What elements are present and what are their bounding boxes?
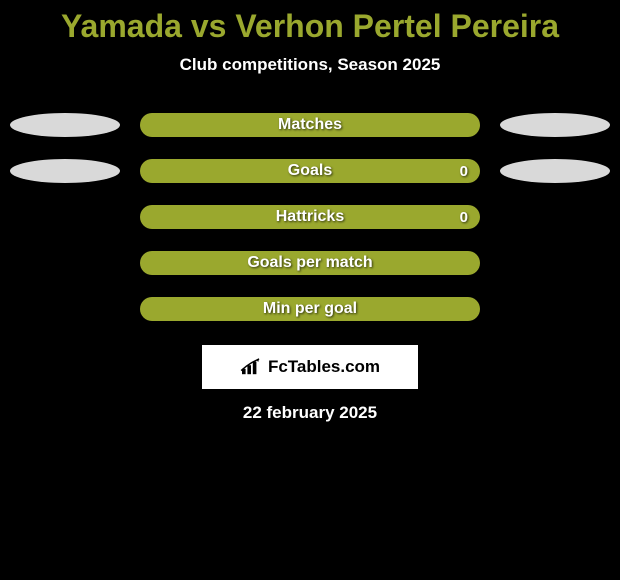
stat-label: Matches: [278, 116, 342, 134]
left-ellipse: [10, 159, 120, 183]
right-ellipse-spacer: [500, 205, 610, 229]
stat-row-hattricks: Hattricks 0: [0, 205, 620, 229]
stat-bar-min-per-goal: Min per goal: [140, 297, 480, 321]
stat-row-goals-per-match: Goals per match: [0, 251, 620, 275]
infographic-container: Yamada vs Verhon Pertel Pereira Club com…: [0, 0, 620, 423]
stat-label: Goals per match: [247, 254, 372, 272]
stat-bar-goals: Goals 0: [140, 159, 480, 183]
stat-label: Min per goal: [263, 300, 357, 318]
stat-value-right: 0: [460, 163, 468, 180]
logo-text: FcTables.com: [268, 357, 380, 377]
left-ellipse: [10, 113, 120, 137]
left-ellipse-spacer: [10, 205, 120, 229]
stat-label: Hattricks: [276, 208, 344, 226]
stat-bar-hattricks: Hattricks 0: [140, 205, 480, 229]
page-title: Yamada vs Verhon Pertel Pereira: [61, 8, 559, 45]
stat-bar-goals-per-match: Goals per match: [140, 251, 480, 275]
bar-chart-icon: [240, 358, 262, 376]
right-ellipse-spacer: [500, 297, 610, 321]
stat-row-min-per-goal: Min per goal: [0, 297, 620, 321]
right-ellipse: [500, 113, 610, 137]
left-ellipse-spacer: [10, 251, 120, 275]
date-text: 22 february 2025: [243, 403, 377, 423]
left-ellipse-spacer: [10, 297, 120, 321]
right-ellipse: [500, 159, 610, 183]
stat-row-goals: Goals 0: [0, 159, 620, 183]
stat-label: Goals: [288, 162, 332, 180]
stat-bar-matches: Matches: [140, 113, 480, 137]
right-ellipse-spacer: [500, 251, 610, 275]
subtitle: Club competitions, Season 2025: [180, 55, 441, 75]
stat-row-matches: Matches: [0, 113, 620, 137]
logo-box: FcTables.com: [202, 345, 418, 389]
stat-value-right: 0: [460, 209, 468, 226]
